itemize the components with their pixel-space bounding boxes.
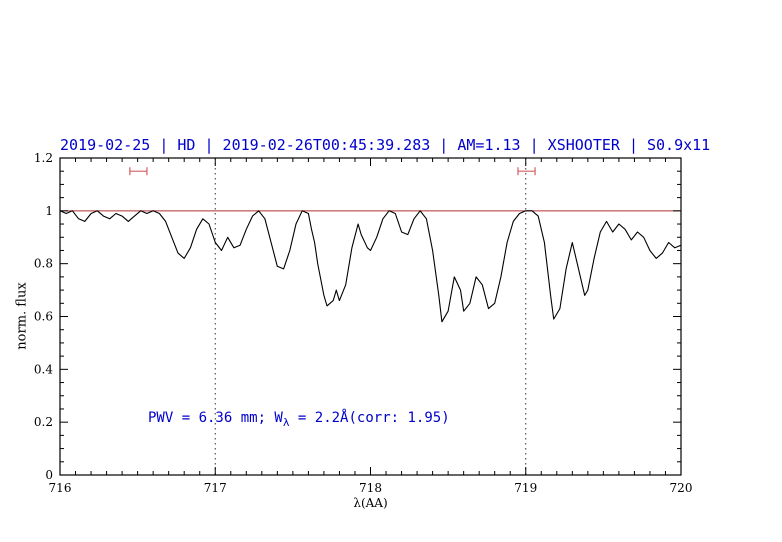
- y-tick-label: 0.4: [34, 362, 53, 376]
- y-tick-label: 1: [45, 204, 53, 218]
- wlambda-subscript: λ: [282, 415, 290, 429]
- pwv-text-suffix: = 2.2Å(corr: 1.95): [289, 410, 450, 426]
- y-tick-label: 0.2: [34, 415, 53, 429]
- plot-title: 2019-02-25 | HD | 2019-02-26T00:45:39.28…: [60, 136, 711, 154]
- x-tick-label: 718: [359, 481, 382, 495]
- x-tick-label: 720: [670, 481, 693, 495]
- x-tick-label: 719: [514, 481, 537, 495]
- x-tick-label: 716: [49, 481, 72, 495]
- pwv-text-prefix: PWV = 6.36 mm; W: [148, 410, 283, 426]
- y-tick-label: 0.6: [34, 310, 53, 324]
- spectrum-line: [59, 210, 682, 323]
- y-tick-label: 0.8: [34, 257, 53, 271]
- pwv-annotation: PWV = 6.36 mm; Wλ = 2.2Å(corr: 1.95): [148, 410, 450, 429]
- y-axis-label: norm. flux: [14, 282, 30, 350]
- x-tick-label: 717: [204, 481, 227, 495]
- x-axis-label: λ(AA): [353, 496, 388, 510]
- y-tick-label: 0: [45, 468, 53, 482]
- y-tick-label: 1.2: [34, 151, 53, 165]
